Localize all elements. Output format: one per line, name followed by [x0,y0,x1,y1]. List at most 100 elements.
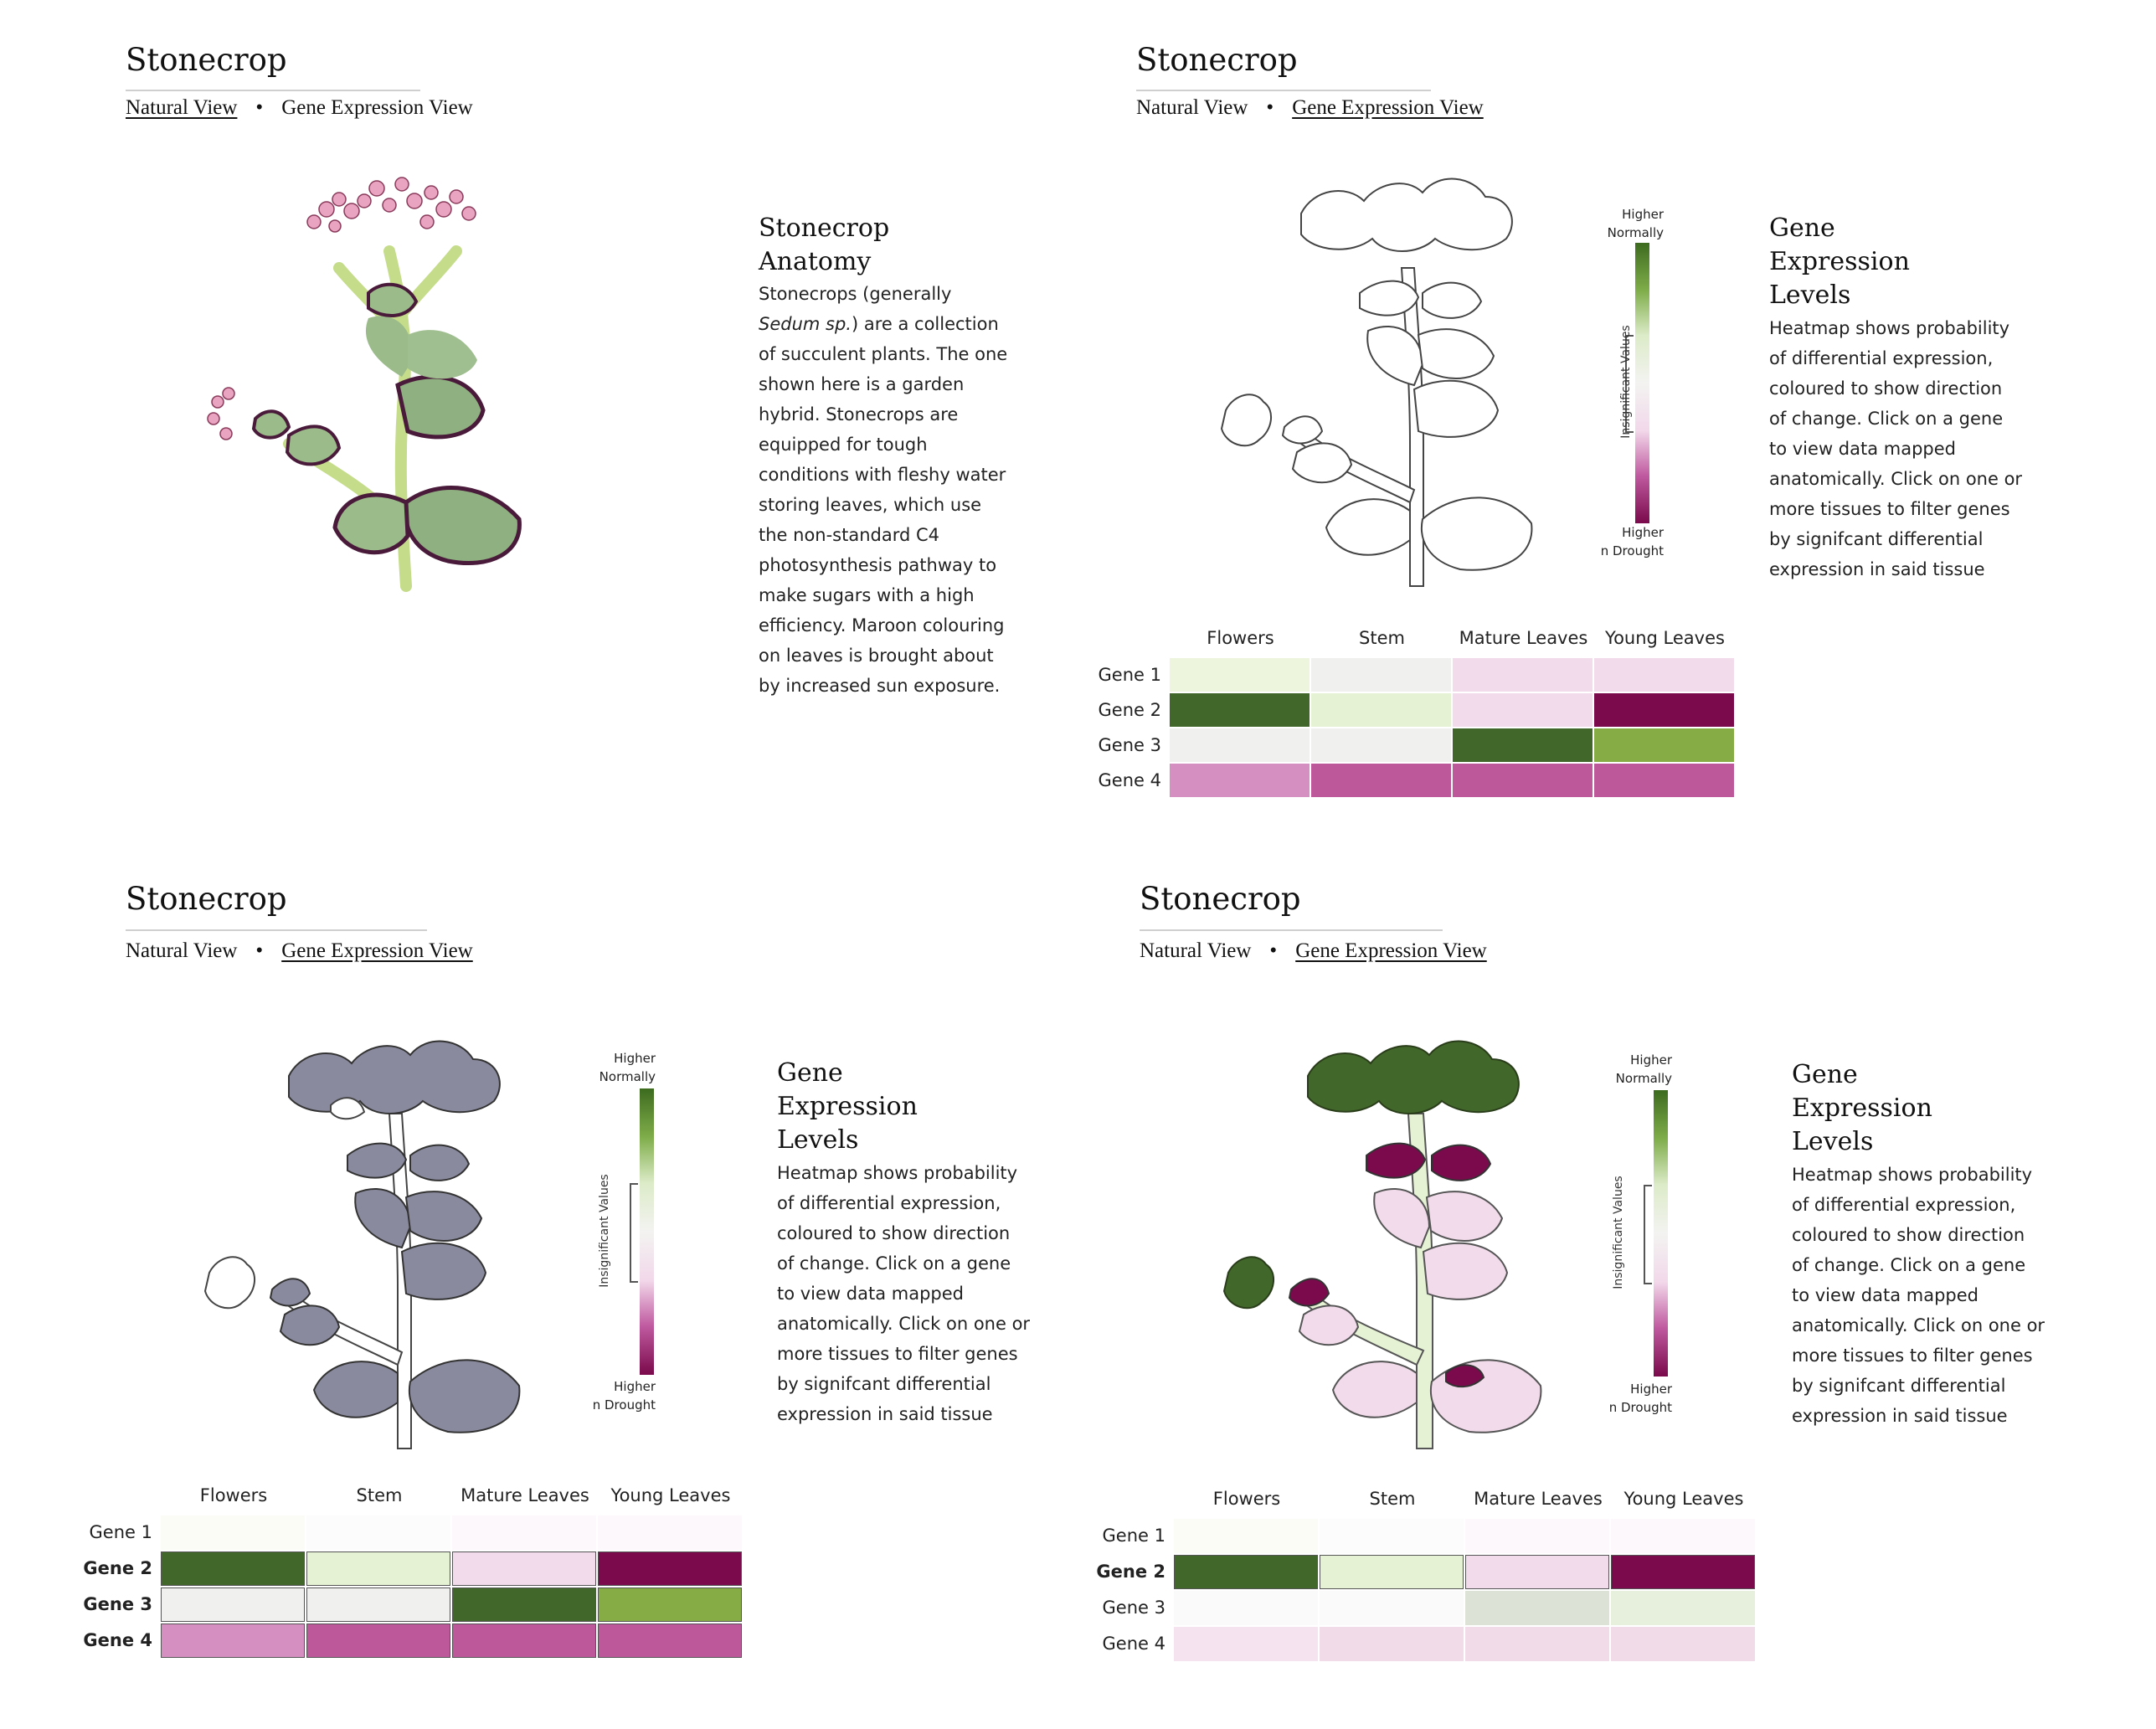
heatmap-row-label[interactable]: Gene 1 [1102,1526,1165,1546]
heatmap-cell[interactable] [306,1587,450,1622]
heatmap-cell[interactable] [1170,764,1310,797]
tissue-flowers[interactable] [1220,178,1513,447]
heatmap-row-label[interactable]: Gene 2 [1096,1562,1165,1582]
nav-natural-view[interactable]: Natural View [1140,939,1252,962]
heatmap-row-label[interactable]: Gene 1 [1098,665,1161,685]
heatmap-row-label[interactable]: Gene 2 [1098,700,1161,720]
heatmap-cell[interactable] [161,1587,305,1622]
heatmap-cell[interactable] [1174,1627,1318,1661]
heatmap-cell[interactable] [161,1515,305,1550]
info-body: Stonecrops (generally Sedum sp.) are a c… [759,279,1014,701]
heatmap-column-header[interactable]: Stem [1369,1489,1416,1509]
heatmap-column-header[interactable]: Young Leaves [1605,628,1725,648]
tissue-flowers[interactable] [1222,1040,1520,1310]
nav-gene-expression-view[interactable]: Gene Expression View [281,96,473,119]
heatmap-cell[interactable] [452,1515,596,1550]
heatmap-cell[interactable] [1320,1555,1464,1589]
heatmap-column-header[interactable]: Mature Leaves [1459,628,1588,648]
heatmap-cell[interactable] [1174,1555,1318,1589]
heatmap-cell[interactable] [1594,693,1734,727]
nav-gene-expression-view[interactable]: Gene Expression View [281,939,473,962]
heatmap-cell[interactable] [1465,1555,1609,1589]
heatmap-column-header[interactable]: Flowers [199,1485,268,1505]
heatmap-cell[interactable] [1170,728,1310,762]
heatmap-row-label[interactable]: Gene 2 [83,1558,152,1578]
heatmap-row-label[interactable]: Gene 1 [89,1522,152,1542]
heatmap-cell[interactable] [1311,764,1451,797]
heatmap-cell[interactable] [1611,1519,1755,1553]
tissue-young-leaves[interactable] [1288,1142,1492,1388]
heatmap-column-header[interactable]: Stem [356,1485,403,1505]
brand-divider [1140,929,1443,931]
legend-bottom-label: Higher n Drought [1608,1382,1672,1415]
heatmap-cell[interactable] [598,1515,742,1550]
tissue-mature-leaves[interactable] [279,1188,521,1433]
info-body-lead: Stonecrops (generally [759,284,952,304]
heatmap-cell[interactable] [1465,1591,1609,1625]
nav-natural-view[interactable]: Natural View [126,939,238,962]
heatmap-column-header[interactable]: Mature Leaves [1474,1489,1603,1509]
heatmap-column-header[interactable]: Mature Leaves [461,1485,589,1505]
heatmap-column-header[interactable]: Flowers [1207,628,1274,648]
nav-natural-view[interactable]: Natural View [126,96,238,119]
heatmap-cell[interactable] [452,1624,596,1658]
heatmap-column-header[interactable]: Young Leaves [610,1485,731,1505]
heatmap-cell[interactable] [1453,764,1593,797]
heatmap-cell[interactable] [1320,1591,1464,1625]
heatmap-column-header[interactable]: Young Leaves [1623,1489,1744,1509]
heatmap-cell[interactable] [1594,658,1734,692]
heatmap-cell[interactable] [598,1624,742,1658]
heatmap-cell[interactable] [1453,728,1593,762]
heatmap-cell[interactable] [1611,1627,1755,1661]
heatmap-cell[interactable] [452,1587,596,1622]
heatmap-cell[interactable] [1311,728,1451,762]
heatmap-cell[interactable] [1453,658,1593,692]
heatmap-cell[interactable] [1465,1519,1609,1553]
nav-natural-view[interactable]: Natural View [1136,96,1248,119]
tissue-mature-leaves[interactable] [1291,326,1533,571]
legend-insignificant-label: Insignificant Values [598,1174,611,1288]
heatmap-cell[interactable] [1320,1627,1464,1661]
tissue-young-leaves[interactable] [269,1040,501,1307]
nav-separator: • [255,96,264,119]
heatmap-row-label[interactable]: Gene 4 [1102,1634,1165,1654]
heatmap-row-label[interactable]: Gene 4 [1098,770,1161,790]
legend-top-label: Higher Normally [1615,1052,1672,1086]
heatmap-cell[interactable] [1311,693,1451,727]
tissue-flowers[interactable] [203,1097,366,1310]
heatmap-cell[interactable] [1594,764,1734,797]
nav-gene-expression-view[interactable]: Gene Expression View [1295,939,1487,962]
legend-top-label: Higher Normally [1607,207,1664,240]
plant-illustration-gene-mapped [1222,1040,1542,1449]
heatmap-row-label[interactable]: Gene 3 [1102,1598,1165,1618]
heatmap-cell[interactable] [1465,1627,1609,1661]
view-nav: Natural View • Gene Expression View [126,96,473,120]
heatmap-cell[interactable] [1311,658,1451,692]
nav-gene-expression-view[interactable]: Gene Expression View [1292,96,1484,119]
brand-divider [126,929,427,931]
heatmap-cell[interactable] [452,1551,596,1586]
heatmap-cell[interactable] [1611,1591,1755,1625]
heatmap-cell[interactable] [1320,1519,1464,1553]
heatmap-row-label[interactable]: Gene 3 [1098,735,1161,755]
heatmap-cell[interactable] [1174,1519,1318,1553]
heatmap-cell[interactable] [161,1624,305,1658]
heatmap-cell[interactable] [1611,1555,1755,1589]
heatmap-cell[interactable] [1594,728,1734,762]
tissue-young-leaves[interactable] [1281,280,1483,445]
heatmap-cell[interactable] [1170,658,1310,692]
heatmap-column-header[interactable]: Flowers [1212,1489,1281,1509]
nav-separator: • [1269,939,1278,962]
heatmap-row-label[interactable]: Gene 4 [83,1630,152,1650]
heatmap-row-label[interactable]: Gene 3 [83,1594,152,1614]
heatmap-column-header[interactable]: Stem [1359,628,1405,648]
heatmap-cell[interactable] [306,1624,450,1658]
heatmap-cell[interactable] [306,1515,450,1550]
heatmap-cell[interactable] [161,1551,305,1586]
heatmap-cell[interactable] [306,1551,450,1586]
heatmap-cell[interactable] [1453,693,1593,727]
heatmap-cell[interactable] [598,1587,742,1622]
heatmap-cell[interactable] [1174,1591,1318,1625]
heatmap-cell[interactable] [598,1551,742,1586]
heatmap-cell[interactable] [1170,693,1310,727]
